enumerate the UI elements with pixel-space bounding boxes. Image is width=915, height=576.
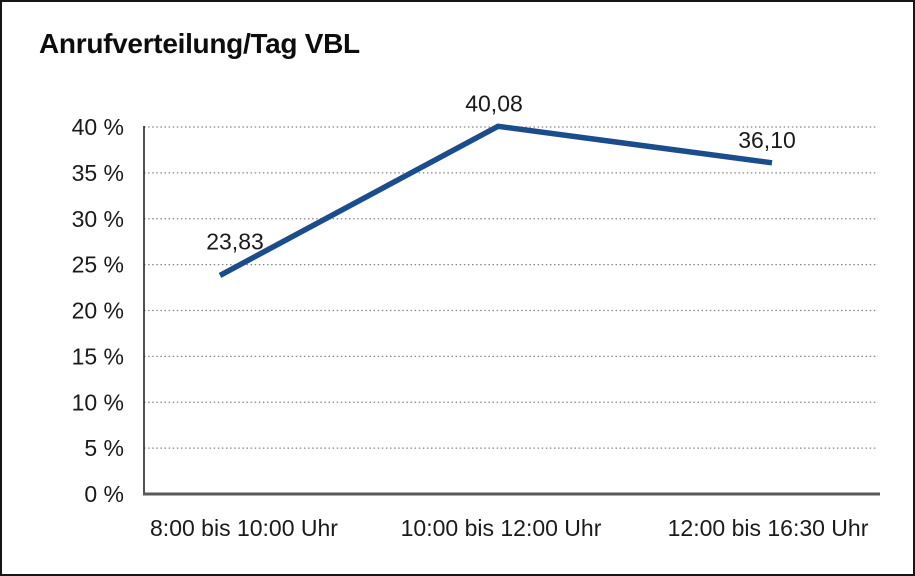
y-tick-label: 5 % xyxy=(84,435,124,461)
y-tick-label: 10 % xyxy=(72,389,124,415)
x-category-label: 8:00 bis 10:00 Uhr xyxy=(150,515,338,541)
y-tick-label: 25 % xyxy=(72,252,124,278)
y-tick-label: 20 % xyxy=(72,298,124,324)
y-tick-label: 35 % xyxy=(72,160,124,186)
data-label: 23,83 xyxy=(206,228,264,254)
y-tick-label: 40 % xyxy=(72,114,124,140)
data-label: 36,10 xyxy=(738,127,796,153)
y-tick-label: 30 % xyxy=(72,206,124,232)
chart-title: Anrufverteilung/Tag VBL xyxy=(39,28,360,59)
data-line xyxy=(218,123,773,278)
x-category-label: 10:00 bis 12:00 Uhr xyxy=(401,515,602,541)
y-tick-label: 0 % xyxy=(84,481,124,507)
x-category-label: 12:00 bis 16:30 Uhr xyxy=(668,515,869,541)
y-tick-label: 15 % xyxy=(72,343,124,369)
data-label: 40,08 xyxy=(465,90,523,116)
